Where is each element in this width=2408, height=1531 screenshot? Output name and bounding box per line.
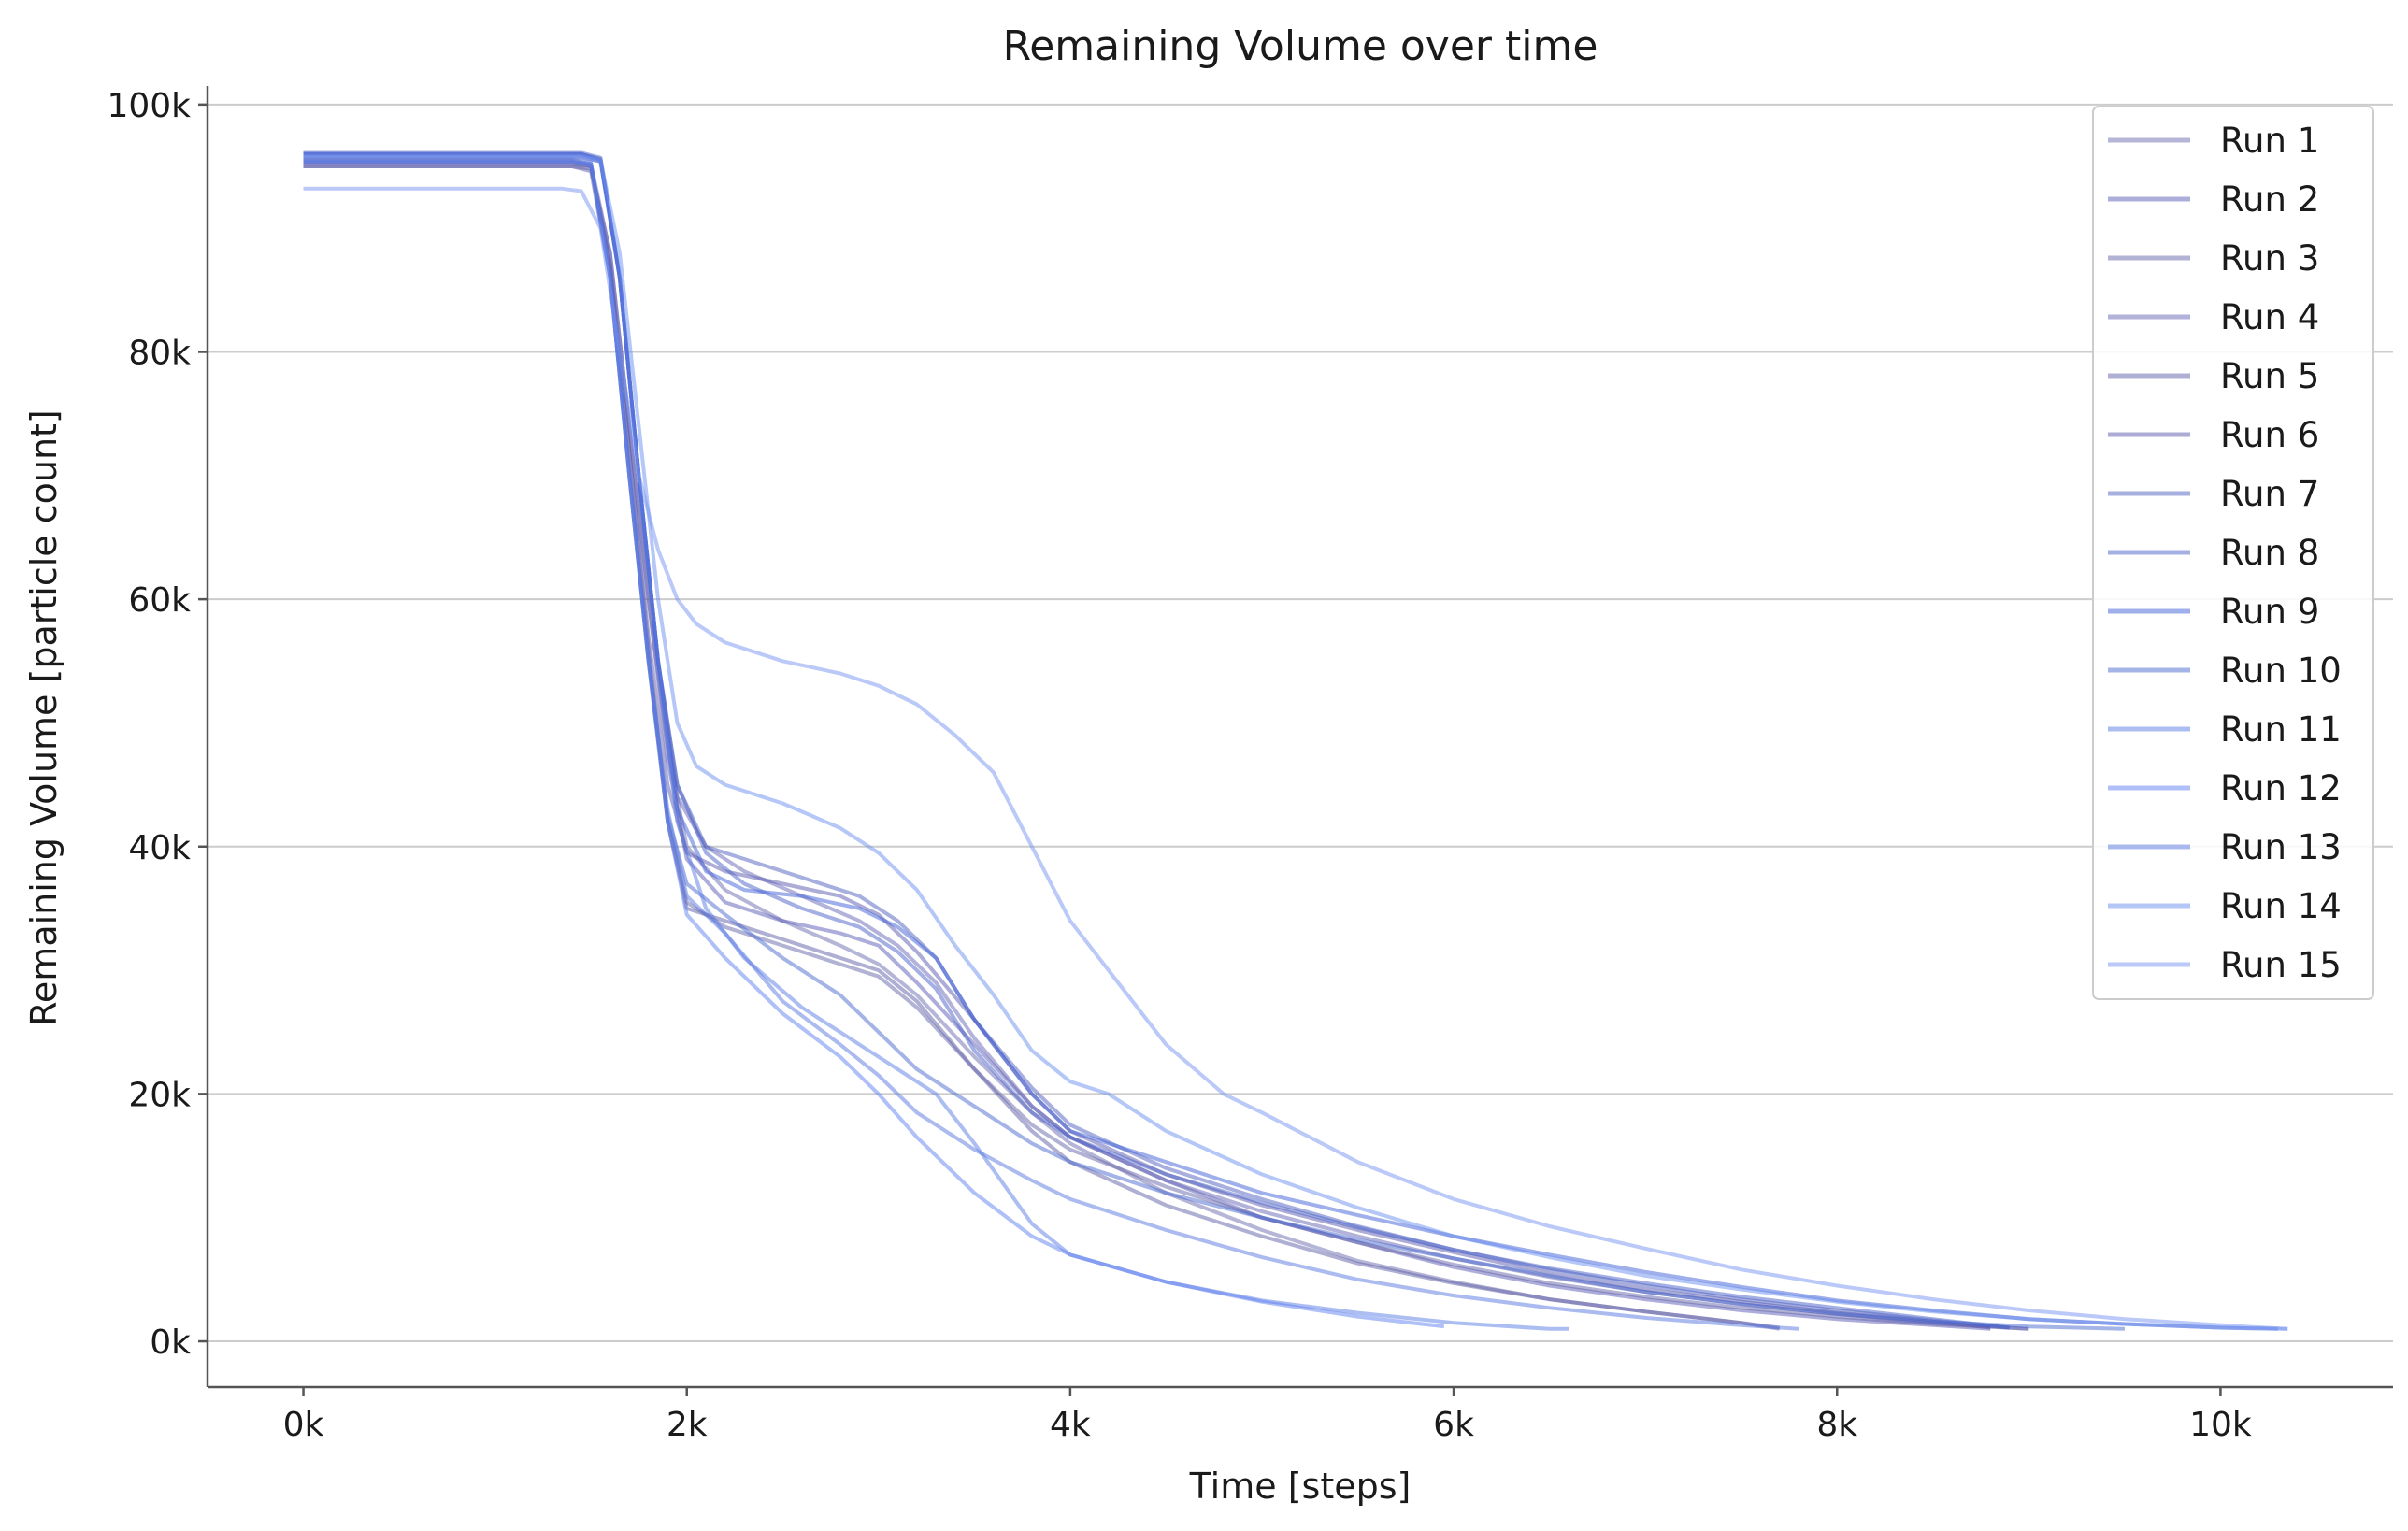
legend-label-run-10: Run 10 bbox=[2220, 651, 2342, 691]
legend-label-run-3: Run 3 bbox=[2220, 238, 2319, 279]
chart-title: Remaining Volume over time bbox=[1003, 22, 1598, 70]
x-tick-label: 2k bbox=[666, 1406, 708, 1444]
series-line-run-4 bbox=[303, 155, 2029, 1331]
y-axis-ticks: 0k 20k 40k 60k 80k 100k bbox=[107, 87, 208, 1362]
series-line-run-6 bbox=[303, 161, 1991, 1330]
y-tick-label: 40k bbox=[128, 829, 191, 867]
legend-label-run-13: Run 13 bbox=[2220, 827, 2342, 867]
x-tick-label: 6k bbox=[1433, 1406, 1474, 1444]
y-tick-label: 100k bbox=[107, 87, 191, 125]
series-line-run-5 bbox=[303, 165, 1780, 1330]
series-line-run-1 bbox=[303, 158, 1781, 1331]
series-line-run-9 bbox=[303, 151, 2278, 1331]
legend-label-run-7: Run 7 bbox=[2220, 474, 2319, 514]
series-lines bbox=[303, 150, 2288, 1331]
legend-label-run-12: Run 12 bbox=[2220, 768, 2342, 808]
x-axis-ticks: 0k 2k 4k 6k 8k 10k bbox=[283, 1387, 2252, 1444]
legend-frame bbox=[2092, 106, 2374, 1000]
series-line-run-7 bbox=[303, 151, 2010, 1330]
axes bbox=[206, 86, 2393, 1389]
legend-label-run-8: Run 8 bbox=[2220, 533, 2319, 573]
y-tick-label: 80k bbox=[128, 334, 191, 372]
legend: Run 1 Run 2 Run 3 Run 4 Run 5 Run 6 Run 7 Run 8… bbox=[2092, 106, 2374, 1000]
y-tick-label: 20k bbox=[128, 1076, 191, 1114]
legend-label-run-1: Run 1 bbox=[2220, 121, 2319, 161]
x-tick-label: 8k bbox=[1816, 1406, 1857, 1444]
legend-label-run-11: Run 11 bbox=[2220, 709, 2342, 750]
legend-label-run-4: Run 4 bbox=[2220, 297, 2319, 337]
series-line-run-13 bbox=[303, 157, 1799, 1331]
series-line-run-8 bbox=[303, 150, 2011, 1330]
series-line-run-3 bbox=[303, 162, 2029, 1331]
legend-label-run-9: Run 9 bbox=[2220, 592, 2319, 632]
y-tick-label: 0k bbox=[150, 1324, 191, 1362]
gridlines bbox=[208, 103, 2393, 1343]
series-line-run-2 bbox=[303, 165, 1991, 1331]
legend-label-run-6: Run 6 bbox=[2220, 415, 2319, 455]
x-axis-label: Time [steps] bbox=[1189, 1466, 1412, 1507]
series-line-run-14 bbox=[303, 154, 2288, 1331]
y-tick-label: 60k bbox=[128, 581, 191, 620]
legend-label-run-5: Run 5 bbox=[2220, 356, 2319, 396]
series-line-run-15 bbox=[303, 186, 2288, 1331]
x-tick-label: 0k bbox=[283, 1406, 324, 1444]
y-axis-label: Remaining Volume [particle count] bbox=[23, 409, 64, 1026]
legend-label-run-14: Run 14 bbox=[2220, 886, 2342, 926]
series-line-run-12 bbox=[303, 159, 1445, 1329]
x-tick-label: 4k bbox=[1050, 1406, 1091, 1444]
legend-label-run-2: Run 2 bbox=[2220, 179, 2319, 220]
x-tick-label: 10k bbox=[2189, 1406, 2252, 1444]
legend-label-run-15: Run 15 bbox=[2220, 945, 2342, 985]
series-line-run-11 bbox=[303, 154, 1570, 1331]
